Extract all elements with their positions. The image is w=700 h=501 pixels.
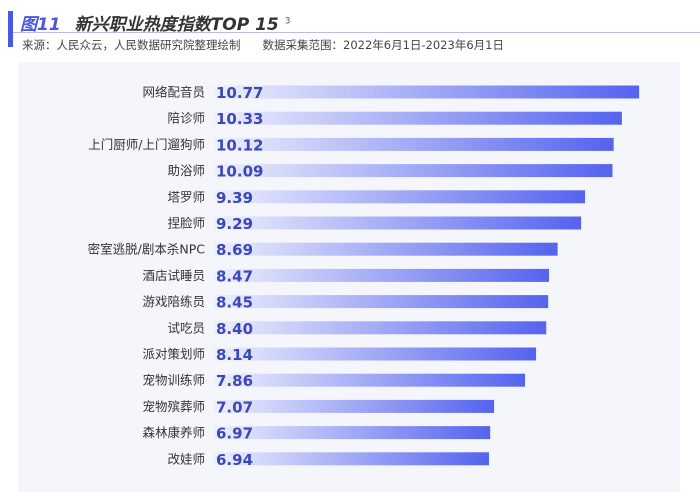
title-divider	[13, 32, 700, 33]
value-label: 6.97	[216, 425, 253, 443]
chart-title: 图11 新兴职业热度指数TOP 15 3	[20, 10, 290, 35]
value-label: 10.77	[216, 84, 263, 102]
category-label: 宠物殡葬师	[142, 399, 205, 414]
source-line: 来源：人民众云，人民数据研究院整理绘制 数据采集范围：2022年6月1日-2023…	[22, 37, 504, 53]
value-label: 7.86	[216, 372, 253, 390]
title-text: 新兴职业热度指数TOP 15	[74, 15, 279, 35]
category-label: 上门厨师/上门遛狗师	[88, 137, 205, 152]
value-label: 8.47	[216, 267, 253, 285]
value-label: 9.29	[216, 215, 253, 233]
bar	[214, 85, 640, 99]
value-label: 8.69	[216, 241, 253, 259]
category-label: 试吃员	[167, 320, 205, 335]
value-label: 8.40	[216, 320, 253, 338]
category-label: 派对策划师	[142, 347, 205, 362]
value-label: 6.94	[216, 451, 253, 469]
title-accent-bar	[8, 11, 13, 47]
value-label: 10.12	[216, 136, 263, 154]
bar	[214, 268, 549, 282]
category-label: 改娃师	[167, 451, 205, 466]
bar	[214, 164, 613, 178]
value-label: 8.14	[216, 346, 253, 364]
bar	[214, 452, 489, 466]
bar	[214, 190, 586, 204]
bar	[214, 399, 495, 413]
category-label: 塔罗师	[167, 189, 205, 204]
bar	[214, 295, 549, 309]
category-label: 网络配音员	[142, 85, 205, 100]
bar	[214, 347, 537, 361]
date-range-text: 数据采集范围：2022年6月1日-2023年6月1日	[262, 38, 504, 52]
bar	[214, 242, 558, 256]
bar	[214, 216, 582, 230]
value-label: 7.07	[216, 398, 253, 416]
figure-number: 图11	[20, 15, 61, 35]
category-label: 陪诊师	[167, 111, 205, 126]
bar	[214, 137, 614, 151]
value-label: 10.33	[216, 110, 263, 128]
bar	[214, 321, 547, 335]
bar	[214, 373, 526, 387]
value-label: 10.09	[216, 163, 263, 181]
category-label: 酒店试睡员	[142, 268, 205, 283]
value-label: 9.39	[216, 189, 253, 207]
bar	[214, 111, 622, 125]
category-label: 助浴师	[167, 163, 205, 178]
category-label: 捏脸师	[167, 216, 205, 231]
category-label: 森林康养师	[142, 425, 205, 440]
category-label: 密室逃脱/剧本杀NPC	[88, 242, 206, 257]
bar	[214, 426, 491, 440]
source-text: 来源：人民众云，人民数据研究院整理绘制	[22, 38, 241, 52]
category-label: 游戏陪练员	[142, 294, 205, 309]
category-label: 宠物训练师	[142, 373, 205, 388]
footnote-marker: 3	[284, 16, 291, 27]
value-label: 8.45	[216, 294, 253, 312]
